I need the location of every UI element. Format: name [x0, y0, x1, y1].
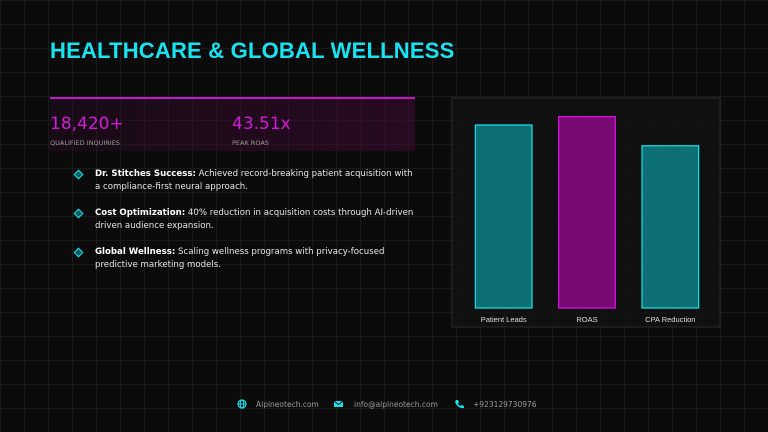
stat-box [50, 99, 415, 151]
stat-value: 18,420+ [50, 114, 124, 134]
website: Alpineotech.com [256, 400, 319, 409]
bullet-text: Achieved record-breaking patient acquisi… [95, 169, 413, 192]
phone: +923129730976 [473, 400, 537, 409]
bullet-text: 40% reduction in acquisition costs throu… [95, 208, 414, 231]
stat-label: PEAK ROAS [232, 139, 269, 147]
bar [558, 116, 616, 309]
bullet: Global Wellness: Scaling wellness progra… [73, 246, 415, 272]
mail-icon [333, 400, 344, 407]
title: HEALTHCARE & GLOBAL WELLNESS [50, 38, 455, 63]
bullet-label: Global Wellness: [95, 247, 176, 257]
stat-value: 43.51x [232, 114, 291, 134]
x-tick-label: ROAS [576, 315, 597, 324]
globe-icon [237, 399, 247, 409]
bullet-text: Scaling wellness programs with privacy-f… [95, 247, 385, 270]
bar [641, 145, 700, 309]
bullet: Cost Optimization: 40% reduction in acqu… [73, 207, 415, 233]
x-tick-label: CPA Reduction [645, 315, 695, 324]
divider [50, 97, 415, 99]
bullet-label: Dr. Stitches Success: [95, 169, 196, 179]
x-tick-label: Patient Leads [481, 315, 527, 324]
stat-label: QUALIFIED INQUIRIES [50, 139, 120, 147]
bullet: Dr. Stitches Success: Achieved record-br… [73, 168, 415, 194]
email: info@alpineotech.com [354, 400, 438, 409]
bar [474, 124, 533, 309]
phone-icon [455, 400, 464, 409]
bullet-label: Cost Optimization: [95, 208, 186, 218]
